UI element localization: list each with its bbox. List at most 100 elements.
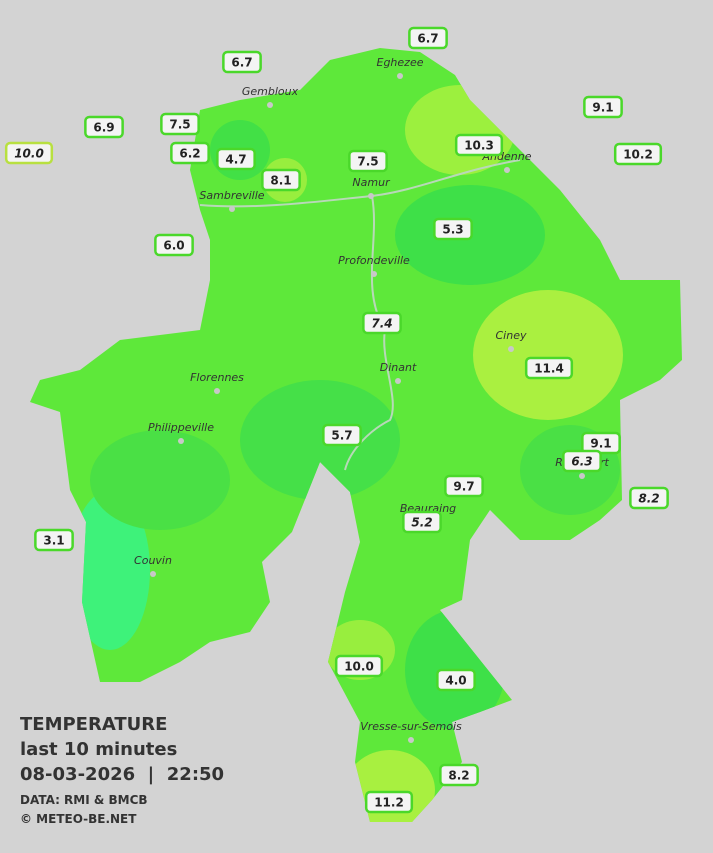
station-box xyxy=(216,147,256,171)
city-dot xyxy=(395,378,401,384)
city-dot xyxy=(178,438,184,444)
station-value: 8.2 xyxy=(638,492,659,506)
station-box xyxy=(222,50,262,74)
labels: EghezeeGemblouxAndenneSambrevilleNamurPr… xyxy=(4,26,669,814)
station-value: 6.9 xyxy=(93,121,114,135)
station-box xyxy=(322,423,362,447)
station: 4.0 xyxy=(436,668,476,692)
city-name: Eghezee xyxy=(377,56,424,69)
legend-period: last 10 minutes xyxy=(20,739,177,760)
city-dot xyxy=(150,571,156,577)
station-value: 9.1 xyxy=(590,437,611,451)
station: 3.1 xyxy=(34,528,74,552)
station-value: 7.4 xyxy=(371,317,392,331)
station-box xyxy=(629,486,669,510)
station-box xyxy=(348,149,388,173)
station: 10.0 xyxy=(334,654,384,678)
station: 8.2 xyxy=(439,763,479,787)
city-dot xyxy=(214,388,220,394)
station: 9.1 xyxy=(583,95,623,119)
station-value: 5.3 xyxy=(442,223,463,237)
city-name: Couvin xyxy=(134,554,172,567)
city-name: Philippeville xyxy=(148,421,214,434)
station-value: 9.7 xyxy=(453,480,474,494)
station-box xyxy=(334,654,384,678)
station-box xyxy=(433,217,473,241)
station: 9.7 xyxy=(444,474,484,498)
station-value: 6.2 xyxy=(179,147,200,161)
station-value: 7.5 xyxy=(169,118,190,132)
city-name: Ciney xyxy=(496,329,527,342)
station: 10.0 xyxy=(4,141,54,165)
station: 5.7 xyxy=(322,423,362,447)
station-value: 6.3 xyxy=(571,455,592,469)
station-box xyxy=(4,141,54,165)
station-box xyxy=(439,763,479,787)
station-value: 8.1 xyxy=(270,174,291,188)
station-value: 5.7 xyxy=(331,429,352,443)
station-value: 3.1 xyxy=(43,534,64,548)
legend-copyright: © METEO-BE.NET xyxy=(20,812,137,826)
city-dot xyxy=(397,73,403,79)
station: 10.2 xyxy=(613,142,663,166)
station: 8.1 xyxy=(261,168,301,192)
station-value: 4.7 xyxy=(225,153,246,167)
station-box xyxy=(160,112,200,136)
legend-datetime: 08-03-2026 | 22:50 xyxy=(20,764,224,785)
station-box xyxy=(84,115,124,139)
station-box xyxy=(364,790,414,814)
city-name: Namur xyxy=(352,176,391,189)
station: 5.3 xyxy=(433,217,473,241)
station: 6.7 xyxy=(222,50,262,74)
city-dot xyxy=(504,167,510,173)
station-value: 10.0 xyxy=(344,660,374,674)
station-value: 6.0 xyxy=(163,239,184,253)
station-box xyxy=(261,168,301,192)
station-value: 5.2 xyxy=(411,516,432,530)
station-box xyxy=(583,95,623,119)
station: 11.4 xyxy=(524,356,574,380)
station-value: 10.3 xyxy=(464,139,494,153)
station-value: 6.7 xyxy=(231,56,252,70)
station: 7.4 xyxy=(362,311,402,335)
station: 5.2 xyxy=(402,510,442,534)
station-value: 10.0 xyxy=(14,147,44,161)
city-dot xyxy=(267,102,273,108)
station-box xyxy=(170,141,210,165)
station-value: 6.7 xyxy=(417,32,438,46)
city-name: Gembloux xyxy=(242,85,299,98)
station: 8.2 xyxy=(629,486,669,510)
station-box xyxy=(362,311,402,335)
station-value: 8.2 xyxy=(448,769,469,783)
station: 7.5 xyxy=(160,112,200,136)
station-box xyxy=(524,356,574,380)
station-box xyxy=(34,528,74,552)
station-box xyxy=(562,449,602,473)
station-value: 10.2 xyxy=(623,148,653,162)
station-value: 9.1 xyxy=(592,101,613,115)
station: 6.7 xyxy=(408,26,448,50)
station: 6.3 xyxy=(562,449,602,473)
station-value: 4.0 xyxy=(445,674,466,688)
station-box xyxy=(402,510,442,534)
station: 4.7 xyxy=(216,147,256,171)
station-box xyxy=(436,668,476,692)
station-value: 7.5 xyxy=(357,155,378,169)
station-box xyxy=(408,26,448,50)
city-name: Sambreville xyxy=(199,189,264,202)
legend-source: DATA: RMI & BMCB xyxy=(20,793,148,807)
city-name: Vresse-sur-Semois xyxy=(360,720,462,733)
station: 6.2 xyxy=(170,141,210,165)
station-box xyxy=(454,133,504,157)
station: 6.0 xyxy=(154,233,194,257)
station-value: 11.2 xyxy=(374,796,404,810)
station-box xyxy=(444,474,484,498)
city-dot xyxy=(368,193,374,199)
city-dot xyxy=(229,206,235,212)
station-box xyxy=(154,233,194,257)
city-dot xyxy=(408,737,414,743)
legend-title: TEMPERATURE xyxy=(20,714,167,735)
legend: TEMPERATURE last 10 minutes 08-03-2026 |… xyxy=(20,714,224,826)
station: 10.3 xyxy=(454,133,504,157)
